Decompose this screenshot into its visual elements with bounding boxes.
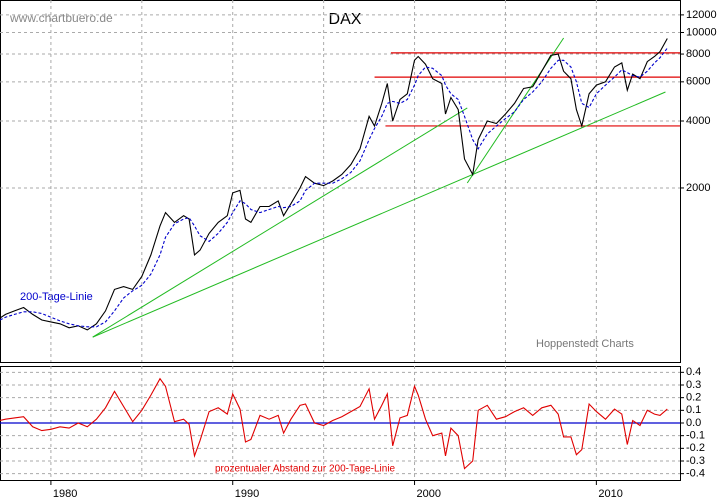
y-tick-label: 0.4: [686, 366, 701, 378]
y-tick-label: 0.0: [686, 417, 701, 429]
x-tick-label: 1990: [235, 488, 259, 500]
y-tick-label: 4000: [686, 115, 710, 127]
x-tick-label: 2000: [417, 488, 441, 500]
main-panel-frame: [0, 0, 681, 363]
y-tick-label: 12000: [686, 9, 717, 21]
y-tick-label: -0.4: [686, 468, 705, 480]
y-tick-label: -0.3: [686, 455, 705, 467]
y-tick-label: 6000: [686, 76, 710, 88]
data-line: [0, 38, 668, 331]
trend-line: [92, 91, 666, 338]
x-tick-label: 1980: [53, 488, 77, 500]
credit: Hoppenstedt Charts: [536, 338, 634, 350]
y-tick-label: 2000: [686, 182, 710, 194]
y-tick-label: 0.1: [686, 404, 701, 416]
y-tick-label: 10000: [686, 26, 717, 38]
y-tick-label: -0.2: [686, 442, 705, 454]
data-line: [0, 377, 668, 470]
y-tick-label: -0.1: [686, 430, 705, 442]
y-tick-label: 8000: [686, 48, 710, 60]
y-tick-label: 0.3: [686, 379, 701, 391]
x-tick-label: 2010: [598, 488, 622, 500]
legend-entry: 200-Tage-Linie: [20, 291, 93, 303]
chart-title: DAX: [329, 11, 362, 28]
y-tick-label: 0.2: [686, 392, 701, 404]
trend-line: [92, 107, 468, 338]
legend-entry: prozentualer Abstand zur 200-Tage-Linie: [215, 464, 396, 475]
data-line: [0, 47, 668, 328]
watermark: www.chartbuero.de: [9, 11, 113, 25]
